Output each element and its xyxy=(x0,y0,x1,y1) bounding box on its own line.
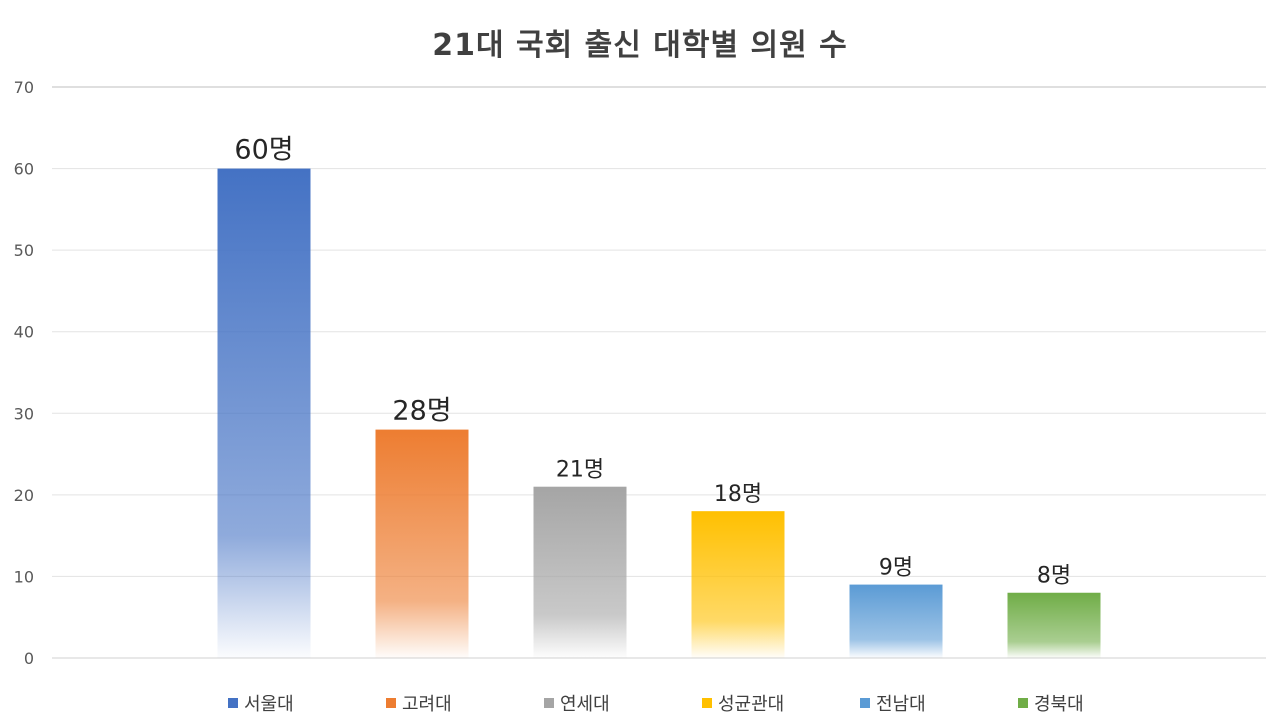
legend-item: 서울대 xyxy=(228,690,294,716)
bar-1 xyxy=(375,429,469,658)
data-label-4: 9명 xyxy=(879,556,913,581)
legend-label: 성균관대 xyxy=(718,694,785,715)
y-tick-label: 50 xyxy=(14,241,34,260)
legend-swatch xyxy=(228,698,238,708)
data-label-5: 8명 xyxy=(1037,564,1071,589)
legend-item: 연세대 xyxy=(544,690,610,716)
y-tick-label: 30 xyxy=(14,404,34,423)
data-label-1: 28명 xyxy=(392,396,451,427)
legend-swatch xyxy=(386,698,396,708)
bar-4 xyxy=(849,584,943,658)
y-tick-label: 10 xyxy=(14,567,34,586)
bar-0 xyxy=(217,168,311,659)
y-tick-label: 0 xyxy=(24,649,34,668)
y-tick-label: 20 xyxy=(14,486,34,505)
legend-swatch xyxy=(860,698,870,708)
chart-title: 21대 국회 출신 대학별 의원 수 xyxy=(432,28,848,63)
legend-swatch xyxy=(702,698,712,708)
y-tick-label: 60 xyxy=(14,160,34,179)
y-tick-label: 40 xyxy=(14,323,34,342)
legend-label: 고려대 xyxy=(402,694,452,715)
bar-3 xyxy=(691,511,785,658)
data-label-0: 60명 xyxy=(234,135,293,166)
legend-label: 경북대 xyxy=(1034,694,1084,715)
legend-item: 전남대 xyxy=(860,690,926,716)
legend-label: 연세대 xyxy=(560,694,610,715)
bar-5 xyxy=(1007,592,1101,658)
legend-label: 서울대 xyxy=(244,694,294,715)
legend-item: 고려대 xyxy=(386,690,452,716)
legend-label: 전남대 xyxy=(876,694,926,715)
legend-swatch xyxy=(544,698,554,708)
y-tick-label: 70 xyxy=(14,78,34,97)
legend-swatch xyxy=(1018,698,1028,708)
bar-2 xyxy=(533,486,627,658)
data-label-3: 18명 xyxy=(714,482,762,507)
chart-legend: 서울대 고려대 연세대 성균관대 전남대 경북대 xyxy=(0,690,1280,718)
legend-item: 성균관대 xyxy=(702,690,784,716)
data-label-2: 21명 xyxy=(556,458,604,483)
legend-item: 경북대 xyxy=(1018,690,1084,716)
